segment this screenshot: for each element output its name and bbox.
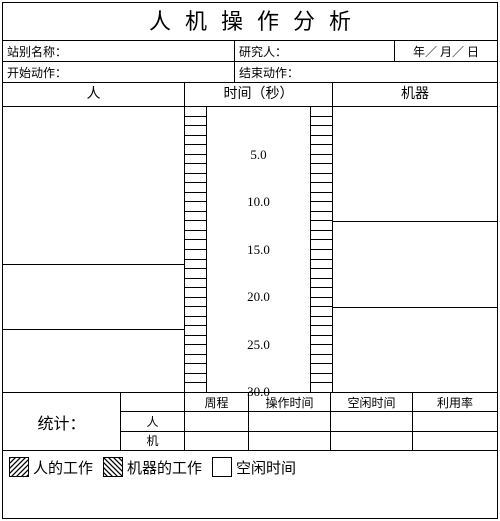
header-row-1: 站别名称： 研究人： 年／ 月／ 日 (3, 41, 497, 62)
sheet-title: 人机操作分析 (3, 3, 497, 41)
stats-grid: 周程 操作时间 空闲时间 利用率 人 机 (121, 393, 497, 450)
time-ticks: 5.010.015.020.025.030.0 (207, 107, 310, 392)
cell (413, 432, 497, 450)
analysis-sheet: 人机操作分析 站别名称： 研究人： 年／ 月／ 日 开始动作： 结束动作： 人 … (2, 2, 498, 519)
cell (185, 432, 249, 450)
stats-row-human: 人 (121, 412, 497, 431)
time-header: 时间（秒） (185, 83, 332, 107)
legend-human: 人的工作 (9, 457, 93, 478)
main-area: 人 时间（秒） 5.010.015.020.025.030.0 机器 (3, 83, 497, 393)
legend-machine: 机器的工作 (103, 457, 202, 478)
stats-row-machine: 机 (121, 432, 497, 450)
time-tick: 30.0 (207, 384, 310, 400)
machine-column: 机器 (333, 83, 497, 392)
stats-row-human-label: 人 (121, 412, 185, 430)
time-tick: 25.0 (207, 337, 310, 353)
left-ladder (185, 107, 207, 392)
legend-human-label: 人的工作 (33, 457, 93, 478)
researcher-label: 研究人： (235, 41, 395, 61)
time-tick: 15.0 (207, 242, 310, 258)
legend-idle: 空闲时间 (212, 457, 296, 478)
cell (331, 432, 413, 450)
time-tick: 10.0 (207, 194, 310, 210)
stats-row-machine-label: 机 (121, 432, 185, 450)
hatch-left-icon (9, 457, 29, 477)
hatch-right-icon (103, 457, 123, 477)
cell (331, 412, 413, 430)
stats-label: 统计： (3, 393, 121, 450)
machine-body (333, 107, 497, 392)
cell (185, 412, 249, 430)
legend-idle-label: 空闲时间 (236, 457, 296, 478)
time-tick: 20.0 (207, 289, 310, 305)
machine-header: 机器 (333, 83, 497, 107)
time-scale: 5.010.015.020.025.030.0 (185, 107, 332, 392)
cell (413, 412, 497, 430)
start-action-label: 开始动作： (3, 62, 235, 82)
stats-empty (121, 393, 185, 411)
header-row-2: 开始动作： 结束动作： (3, 62, 497, 83)
legend-machine-label: 机器的工作 (127, 457, 202, 478)
stats-section: 统计： 周程 操作时间 空闲时间 利用率 人 机 (3, 393, 497, 451)
person-body (3, 107, 184, 392)
time-tick: 5.0 (207, 147, 310, 163)
date-label: 年／ 月／ 日 (395, 41, 497, 61)
right-ladder (310, 107, 332, 392)
person-column: 人 (3, 83, 185, 392)
time-column: 时间（秒） 5.010.015.020.025.030.0 (185, 83, 333, 392)
end-action-label: 结束动作： (235, 62, 497, 82)
station-name-label: 站别名称： (3, 41, 235, 61)
stats-col-idle: 空闲时间 (331, 393, 413, 411)
person-header: 人 (3, 83, 184, 107)
stats-col-util: 利用率 (413, 393, 497, 411)
empty-box-icon (212, 457, 232, 477)
cell (249, 432, 331, 450)
legend: 人的工作 机器的工作 空闲时间 (3, 451, 497, 483)
cell (249, 412, 331, 430)
